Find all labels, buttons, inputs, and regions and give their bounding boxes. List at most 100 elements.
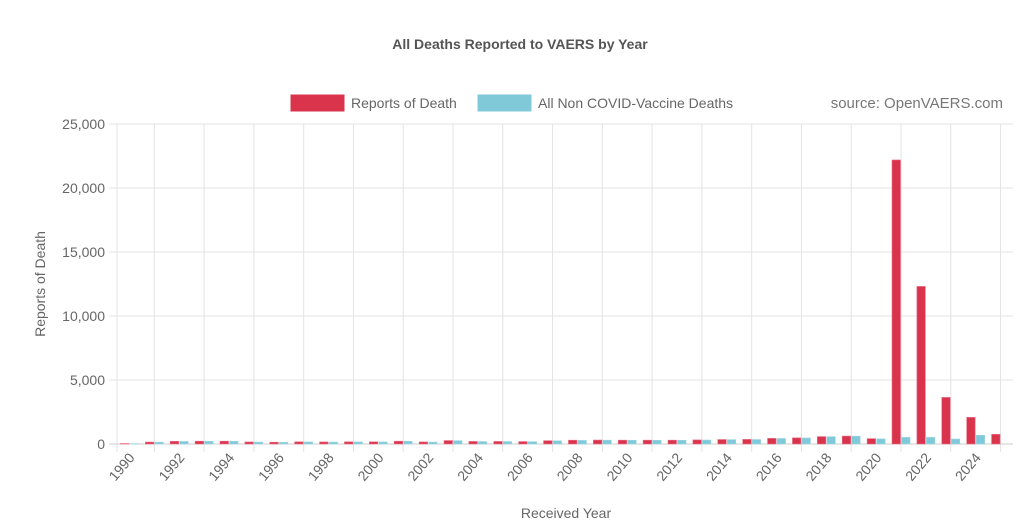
bar-non-covid: [751, 439, 761, 445]
bar-non-covid: [702, 439, 712, 445]
x-tick-label: 2014: [703, 449, 735, 483]
legend-item-reports-of-death[interactable]: Reports of Death: [289, 93, 457, 113]
bar-reports-of-death: [244, 441, 254, 445]
bar-reports-of-death: [667, 439, 677, 445]
y-tick-label: 0: [97, 436, 105, 452]
bar-non-covid: [229, 441, 239, 445]
bar-reports-of-death: [169, 441, 180, 445]
bar-reports-of-death: [941, 397, 951, 445]
bar-non-covid: [851, 435, 861, 445]
bar-reports-of-death: [817, 436, 827, 445]
bar-non-covid: [353, 441, 363, 445]
bar-reports-of-death: [717, 439, 727, 445]
x-tick-label: 2024: [952, 449, 984, 483]
x-tick-label: 2018: [802, 449, 834, 483]
x-axis-ticks: 1990 1992 1994 1996 1998 2000 2002 2004 2006 2008…: [105, 449, 984, 483]
bar-non-covid: [129, 443, 139, 445]
bar-reports-of-death: [145, 441, 155, 445]
x-tick-label: 1994: [205, 449, 237, 483]
x-tick-label: 1996: [255, 449, 287, 483]
bar-reports-of-death: [642, 439, 652, 445]
bar-non-covid: [328, 441, 338, 445]
y-tick-label: 10,000: [62, 308, 105, 324]
bar-reports-of-death: [468, 441, 478, 445]
x-tick-label: 2000: [354, 449, 386, 483]
legend: Reports of Death All Non COVID-Vaccine D…: [289, 93, 733, 113]
chart-title: All Deaths Reported to VAERS by Year: [392, 36, 648, 52]
bar-non-covid: [577, 440, 587, 445]
bar-reports-of-death: [742, 439, 752, 445]
legend-swatch: [476, 93, 533, 113]
bar-reports-of-death: [518, 441, 528, 445]
grid: [109, 123, 1013, 452]
bar-non-covid: [403, 441, 413, 445]
legend-item-non-covid[interactable]: All Non COVID-Vaccine Deaths: [476, 93, 733, 113]
x-tick-label: 1992: [155, 449, 187, 483]
y-tick-label: 15,000: [62, 244, 105, 260]
bar-reports-of-death: [891, 159, 901, 445]
bar-reports-of-death: [866, 438, 876, 445]
bar-non-covid: [901, 437, 911, 445]
bar-non-covid: [776, 438, 786, 445]
x-tick-label: 2012: [653, 449, 685, 483]
bar-reports-of-death: [792, 437, 802, 445]
y-axis-ticks: 0 5,000 10,000 15,000 20,000 25,000: [62, 116, 105, 452]
bar-reports-of-death: [692, 439, 702, 445]
bar-non-covid: [478, 441, 488, 445]
bar-reports-of-death: [767, 438, 777, 445]
bar-non-covid: [726, 439, 737, 445]
y-tick-label: 25,000: [62, 116, 105, 132]
bar-non-covid: [826, 436, 836, 445]
bar-reports-of-death: [344, 441, 354, 445]
bar-non-covid: [975, 434, 985, 445]
x-tick-label: 1990: [105, 449, 137, 483]
bar-reports-of-death: [593, 439, 603, 445]
bar-reports-of-death: [443, 440, 453, 445]
bar-non-covid: [926, 437, 936, 445]
bar-non-covid: [652, 439, 662, 445]
bar-reports-of-death: [617, 439, 628, 445]
bar-non-covid: [278, 442, 289, 445]
bar-reports-of-death: [294, 441, 304, 445]
bar-reports-of-death: [966, 417, 976, 445]
bar-reports-of-death: [991, 434, 1001, 445]
bar-non-covid: [677, 439, 687, 445]
bar-reports-of-death: [493, 441, 503, 445]
bar-reports-of-death: [393, 440, 404, 445]
x-tick-label: 2006: [504, 449, 536, 483]
bar-non-covid: [502, 441, 513, 445]
x-tick-label: 2016: [753, 449, 785, 483]
bar-reports-of-death: [916, 286, 926, 445]
bar-non-covid: [602, 439, 612, 445]
x-tick-label: 2008: [553, 449, 585, 483]
x-tick-label: 2022: [902, 449, 934, 483]
y-tick-label: 5,000: [70, 372, 105, 388]
x-tick-label: 2002: [404, 449, 436, 483]
bars: [120, 159, 1001, 445]
bar-non-covid: [801, 437, 811, 445]
bar-reports-of-death: [194, 440, 204, 445]
bar-non-covid: [154, 441, 164, 445]
bar-reports-of-death: [269, 441, 279, 445]
bar-non-covid: [453, 440, 463, 445]
bar-reports-of-death: [543, 440, 553, 445]
bar-non-covid: [876, 438, 886, 445]
legend-swatch: [289, 93, 346, 113]
bar-reports-of-death: [568, 439, 578, 445]
bar-reports-of-death: [418, 441, 428, 445]
bar-non-covid: [179, 441, 189, 445]
bar-non-covid: [950, 438, 961, 445]
bar-reports-of-death: [841, 435, 852, 445]
x-tick-label: 2010: [603, 449, 635, 483]
bar-non-covid: [627, 439, 637, 445]
legend-label: All Non COVID-Vaccine Deaths: [538, 95, 733, 111]
y-axis-label: Reports of Death: [32, 231, 48, 337]
bar-reports-of-death: [120, 443, 130, 445]
bar-reports-of-death: [319, 441, 329, 445]
bar-reports-of-death: [369, 441, 379, 445]
bar-non-covid: [303, 441, 313, 445]
bar-non-covid: [204, 441, 214, 445]
bar-non-covid: [527, 441, 537, 445]
bar-non-covid: [378, 441, 388, 445]
